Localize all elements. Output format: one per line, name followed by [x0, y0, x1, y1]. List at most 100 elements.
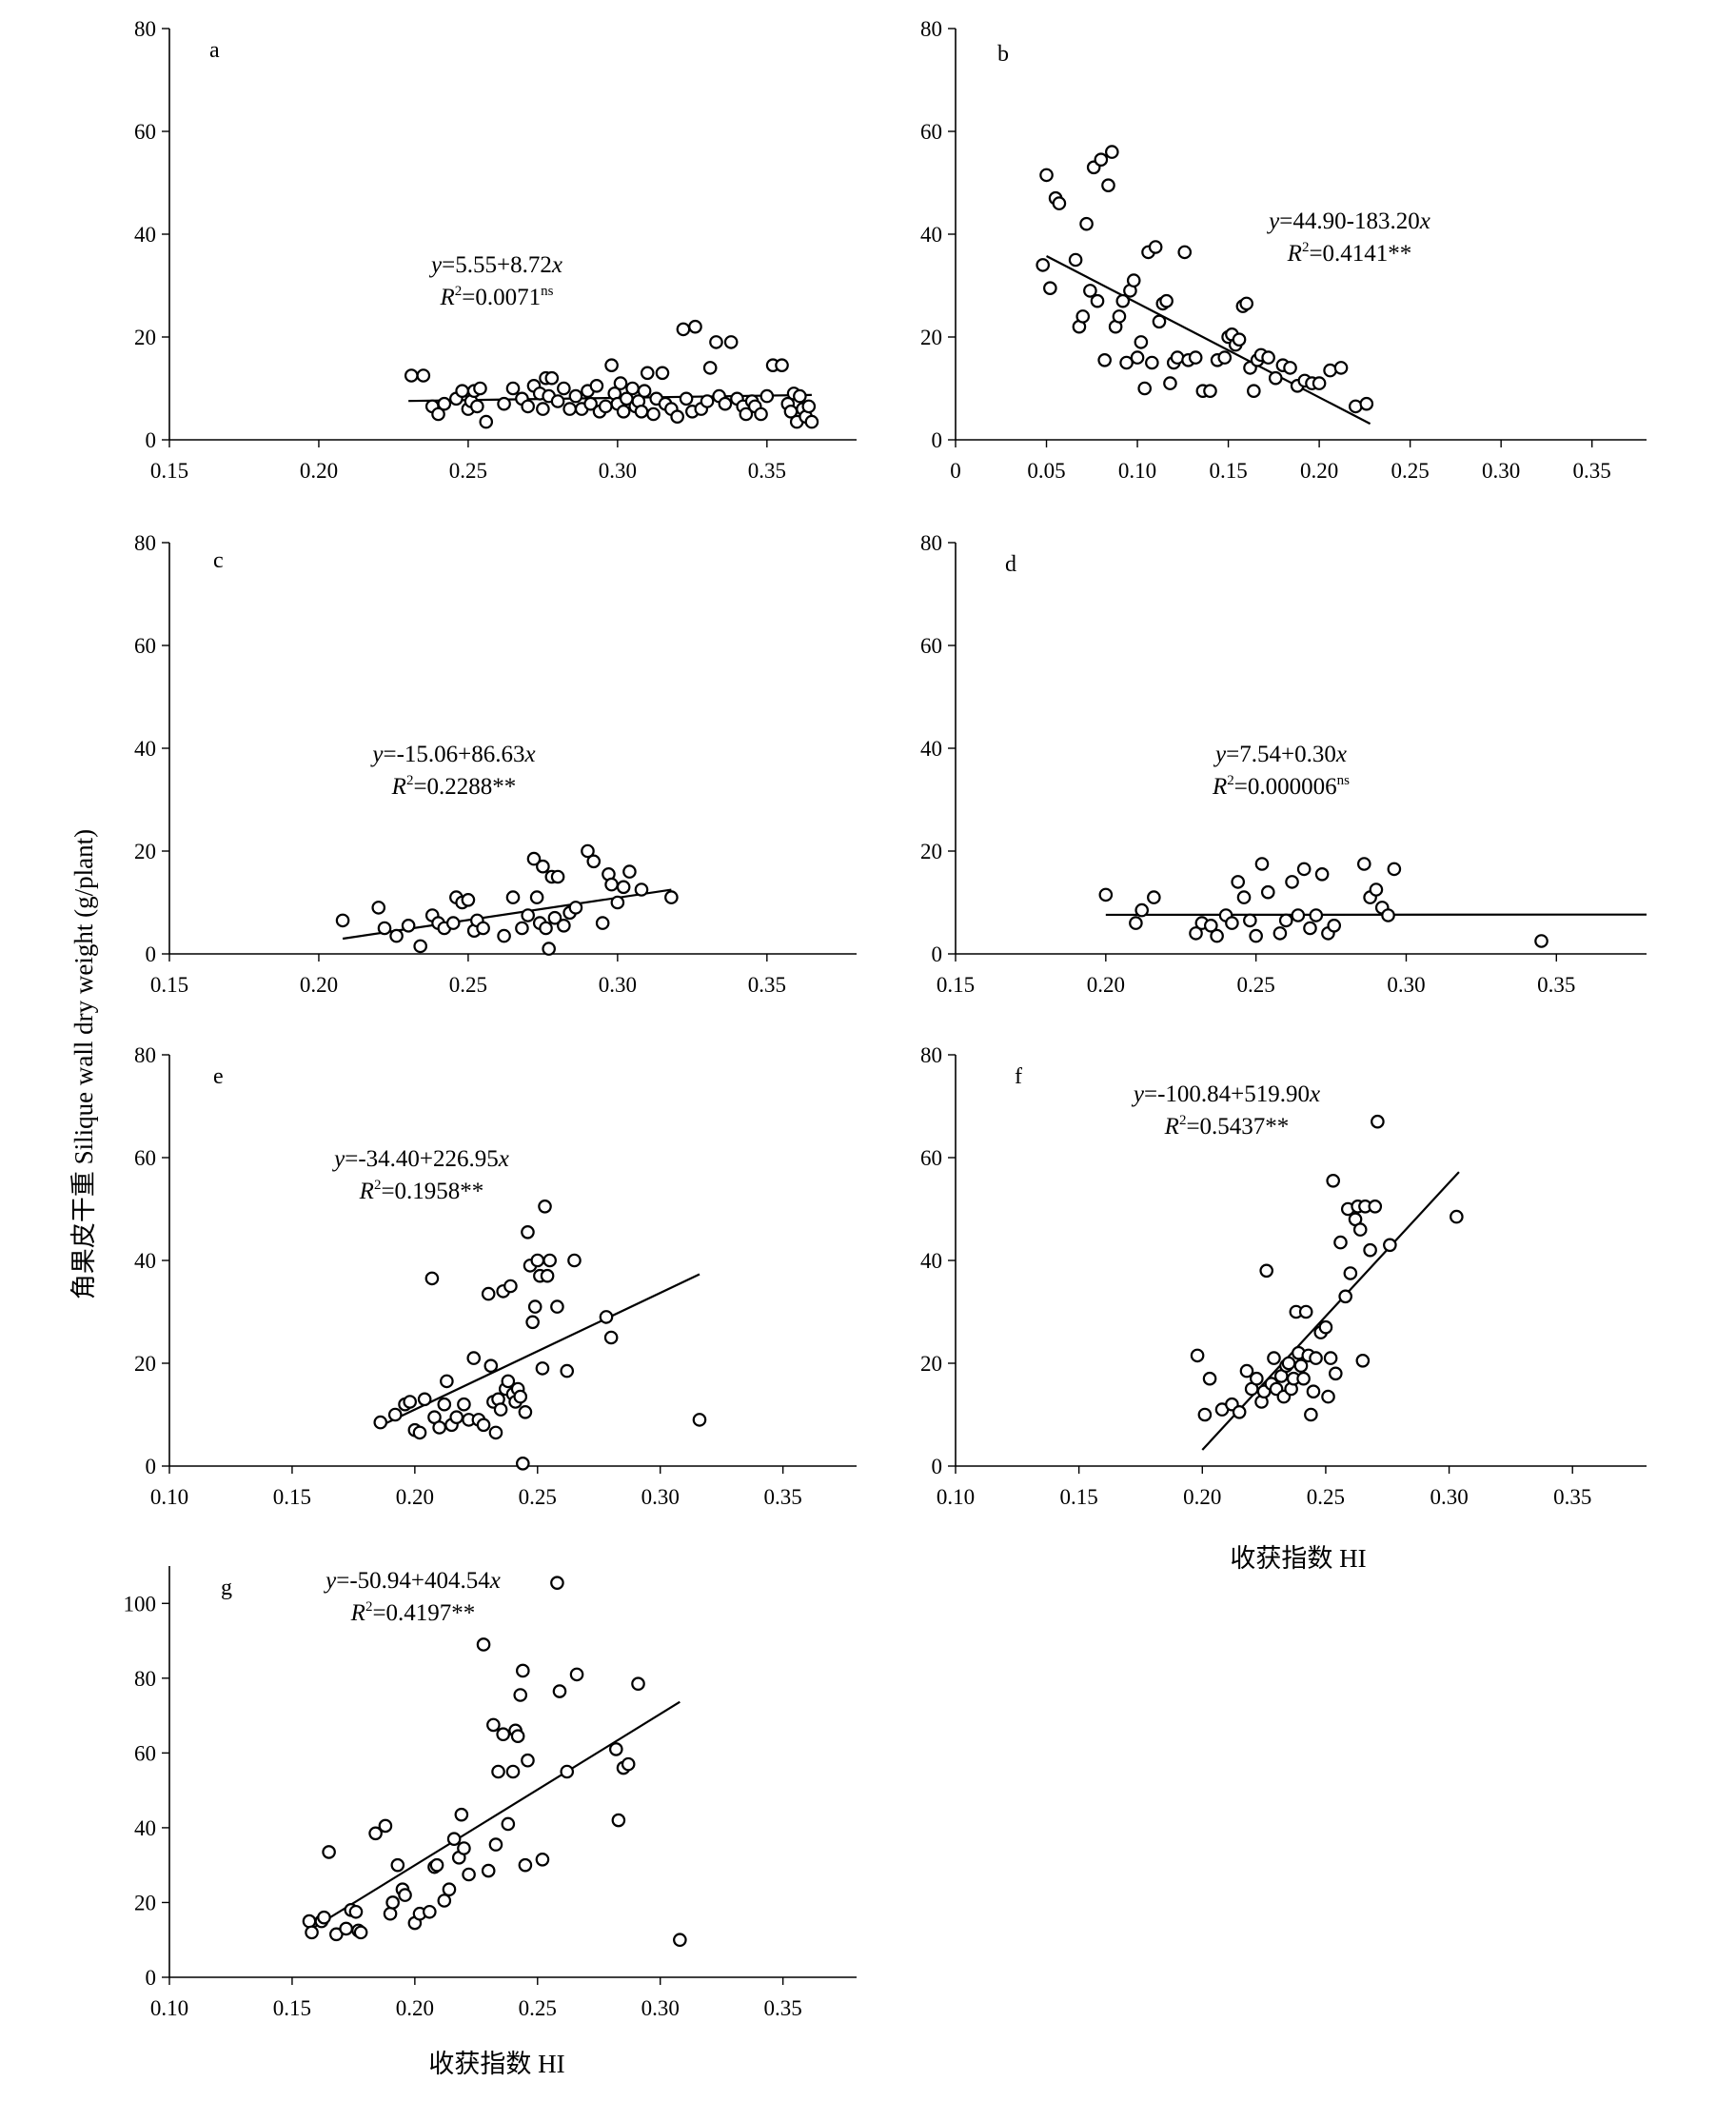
data-point [416, 368, 431, 383]
x-tick-label: 0.35 [1573, 459, 1611, 483]
y-tick-label: 60 [920, 634, 942, 658]
x-tick-label: 0.25 [1237, 973, 1275, 997]
data-point [339, 1921, 353, 1936]
data-point [1304, 1407, 1318, 1422]
data-point [1260, 884, 1275, 900]
data-point [560, 1764, 575, 1779]
data-point [604, 358, 619, 372]
data-point [700, 394, 715, 408]
panel-label: a [209, 38, 220, 63]
data-point [521, 1225, 535, 1239]
data-point [562, 402, 577, 416]
data-point [1217, 350, 1233, 365]
data-point [1210, 928, 1224, 943]
y-tick-label: 20 [134, 1891, 156, 1914]
data-point [1278, 913, 1293, 928]
data-point [488, 1837, 503, 1852]
x-tick-label: 0.15 [1060, 1485, 1098, 1509]
data-point [547, 910, 562, 925]
r-squared: R2=0.4197** [350, 1599, 476, 1626]
data-point [739, 407, 754, 422]
data-point [542, 942, 556, 956]
data-point [446, 1832, 462, 1846]
x-tick-label: 0.25 [1307, 1485, 1345, 1509]
data-point [1232, 1405, 1247, 1419]
panel-d: 0 20 40 60 80 0.15 0.20 0.25 0.30 0.35 d y=7.54+0.3… [920, 531, 1647, 997]
x-tick-label: 0.15 [937, 973, 975, 997]
regression-equation: y=-50.94+404.54x [323, 1568, 501, 1594]
data-point [1189, 926, 1203, 941]
data-point [1170, 350, 1185, 365]
data-point [1329, 1366, 1343, 1381]
data-point [518, 1405, 533, 1419]
data-point [476, 921, 490, 936]
x-tick-label: 0.10 [1118, 459, 1156, 483]
data-point [1355, 1354, 1371, 1368]
regression-equation: y=5.55+8.72x [428, 252, 562, 278]
x-tick-label: 0.25 [519, 1996, 557, 2020]
data-point [488, 1425, 503, 1440]
x-tick-label: 0.15 [273, 1996, 311, 2020]
data-point [1268, 370, 1283, 386]
data-point [599, 1310, 614, 1324]
data-point [385, 1895, 400, 1910]
r-squared: R2=0.2288** [391, 773, 517, 800]
x-tick-label: 0.10 [150, 1996, 188, 2020]
x-tick-label: 0.30 [1430, 1485, 1468, 1509]
data-point [1079, 216, 1094, 231]
x-tick-label: 0.25 [449, 459, 487, 483]
data-point [568, 388, 583, 404]
data-point [455, 384, 469, 398]
data-point [1112, 309, 1127, 324]
data-point [1309, 908, 1324, 922]
data-point [476, 1418, 491, 1433]
data-point [1231, 875, 1246, 889]
data-point [505, 1764, 521, 1779]
data-point [1356, 857, 1371, 871]
data-point [437, 1397, 452, 1412]
data-point [604, 877, 619, 892]
data-point [1101, 178, 1115, 192]
data-point [718, 396, 733, 411]
data-point [515, 921, 529, 936]
x-tick-label: 0.15 [150, 973, 188, 997]
regression-line [308, 1700, 681, 1932]
data-point [611, 1813, 626, 1828]
data-point [581, 843, 595, 859]
data-point [457, 1841, 471, 1855]
data-point [473, 381, 487, 396]
data-point [542, 1253, 557, 1268]
data-point [417, 1392, 432, 1407]
data-point [1387, 862, 1402, 877]
data-point [692, 1413, 707, 1427]
data-point [1250, 1371, 1264, 1386]
data-point [599, 399, 613, 414]
y-tick-label: 60 [920, 120, 942, 144]
data-point [793, 388, 807, 404]
data-point [589, 378, 604, 393]
y-tick-label: 40 [920, 737, 942, 761]
data-point [1283, 361, 1297, 375]
data-point [317, 1910, 331, 1925]
data-point [510, 1729, 525, 1743]
data-point [373, 1415, 388, 1430]
data-point [1534, 934, 1549, 948]
y-tick-label: 60 [134, 1146, 156, 1170]
data-point [1119, 355, 1134, 370]
data-point [539, 921, 553, 936]
y-tick-label: 40 [920, 1249, 942, 1273]
data-point [804, 414, 819, 429]
data-point [568, 901, 583, 915]
data-point [1094, 152, 1109, 167]
data-point [501, 1816, 516, 1832]
data-point [401, 918, 416, 933]
x-tick-label: 0.35 [764, 1485, 802, 1509]
data-point [481, 1286, 496, 1301]
x-tick-label: 0.15 [1209, 459, 1247, 483]
data-point [1343, 1266, 1358, 1280]
data-point [377, 921, 392, 936]
data-point [429, 1857, 444, 1873]
data-point [470, 399, 484, 414]
y-tick-label: 40 [920, 223, 942, 247]
